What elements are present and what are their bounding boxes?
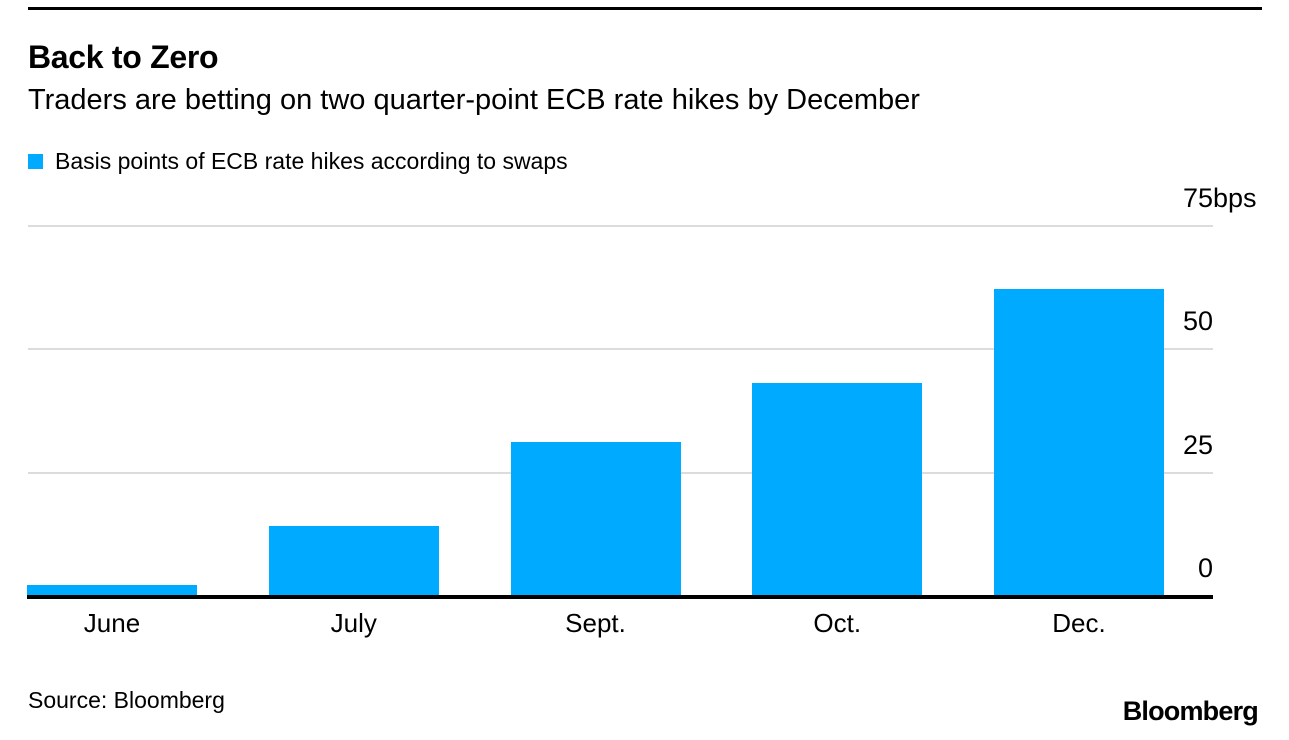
x-axis-labels: June July Sept. Oct. Dec. [27,608,1164,638]
bloomberg-logo: Bloomberg [1122,696,1259,726]
y-tick-number: 0 [1197,553,1213,583]
y-tick-number: 50 [1182,306,1213,337]
legend-swatch-icon [28,154,43,169]
x-label-sept: Sept. [565,608,626,638]
bar-july [268,526,439,595]
bar-june [27,585,197,595]
top-rule-divider [28,7,1262,10]
y-tick-unit-suffix: bps [1213,183,1257,213]
x-axis-baseline [27,595,1213,599]
chart-title: Back to Zero [28,39,219,75]
bars-container [27,215,1164,595]
bar-oct [752,383,923,595]
y-tick-number: 75 [1182,183,1213,213]
gridline-50 [28,348,1213,351]
chart-subtitle: Traders are betting on two quarter-point… [28,84,920,116]
x-label-june: June [83,608,141,638]
source-credit: Source: Bloomberg [28,687,225,713]
y-tick-label-75: 75 bps [1182,183,1257,213]
x-label-july: July [330,608,377,638]
y-tick-label-25: 25 [1183,430,1213,460]
y-tick-label-50: 50 [1183,306,1213,336]
legend-label: Basis points of ECB rate hikes according… [55,148,568,174]
y-tick-number: 25 [1182,429,1213,460]
y-tick-label-0: 0 [1198,553,1213,583]
bar-sept [510,442,681,595]
gridline-75 [28,225,1213,227]
x-label-oct: Oct. [813,608,862,638]
x-label-dec: Dec. [1052,608,1106,638]
bar-dec [994,289,1164,595]
legend: Basis points of ECB rate hikes according… [28,150,568,173]
